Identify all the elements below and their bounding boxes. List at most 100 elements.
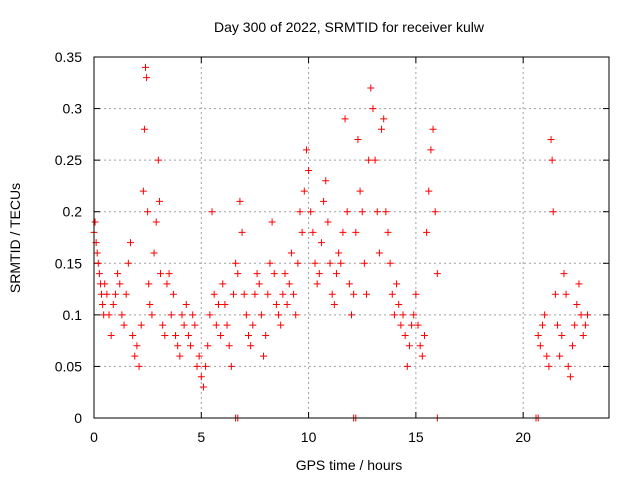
- data-point: [309, 228, 317, 236]
- data-point: [281, 270, 289, 278]
- data-point: [234, 270, 242, 278]
- data-point: [332, 270, 340, 278]
- y-tick-label: 0.3: [63, 101, 83, 117]
- data-point: [118, 311, 126, 319]
- data-point: [324, 218, 332, 226]
- data-point: [369, 105, 377, 113]
- data-point: [373, 208, 381, 216]
- data-point: [547, 136, 555, 144]
- data-point: [255, 280, 263, 288]
- data-point: [217, 331, 225, 339]
- data-point: [178, 311, 186, 319]
- data-point: [390, 311, 398, 319]
- data-point: [195, 352, 203, 360]
- data-point: [560, 270, 568, 278]
- data-point: [148, 311, 156, 319]
- data-point: [145, 280, 153, 288]
- data-point: [204, 342, 212, 350]
- data-point: [232, 259, 240, 267]
- data-point: [133, 342, 141, 350]
- data-point: [575, 280, 583, 288]
- data-point: [294, 259, 302, 267]
- y-tick-label: 0.05: [55, 358, 82, 374]
- data-point: [418, 352, 426, 360]
- data-point: [416, 342, 424, 350]
- data-point: [129, 331, 137, 339]
- data-point: [427, 146, 435, 154]
- data-point: [266, 259, 274, 267]
- data-point: [358, 208, 366, 216]
- x-tick-label: 15: [408, 429, 424, 445]
- data-point: [405, 342, 413, 350]
- data-point: [579, 331, 587, 339]
- data-point: [315, 270, 323, 278]
- data-point: [116, 280, 124, 288]
- data-point: [154, 156, 162, 164]
- data-point: [367, 84, 375, 92]
- data-point: [208, 208, 216, 216]
- y-tick-label: 0.15: [55, 255, 82, 271]
- data-point: [137, 321, 145, 329]
- data-point: [378, 125, 386, 133]
- data-point: [305, 166, 313, 174]
- data-point: [384, 228, 392, 236]
- data-point: [320, 197, 328, 205]
- data-point: [249, 321, 257, 329]
- data-point: [290, 290, 298, 298]
- data-point: [397, 321, 405, 329]
- data-point: [189, 311, 197, 319]
- data-point: [388, 290, 396, 298]
- data-point: [275, 311, 283, 319]
- data-point: [365, 156, 373, 164]
- data-point: [107, 331, 115, 339]
- data-point: [174, 342, 182, 350]
- y-tick-label: 0.25: [55, 152, 82, 168]
- data-point: [199, 383, 207, 391]
- data-point: [545, 362, 553, 370]
- data-point: [534, 331, 542, 339]
- data-point: [167, 311, 175, 319]
- data-point: [227, 362, 235, 370]
- data-point: [584, 311, 592, 319]
- data-point: [144, 208, 152, 216]
- data-point: [161, 331, 169, 339]
- data-point: [169, 290, 177, 298]
- data-point: [176, 352, 184, 360]
- x-axis-label: GPS time / hours: [296, 457, 403, 473]
- data-point: [103, 290, 111, 298]
- data-point: [322, 177, 330, 185]
- data-point: [247, 342, 255, 350]
- data-point: [270, 270, 278, 278]
- y-tick-label: 0.35: [55, 49, 82, 65]
- data-point: [420, 331, 428, 339]
- data-point: [577, 311, 585, 319]
- data-point: [429, 125, 437, 133]
- data-point: [251, 290, 259, 298]
- data-point: [311, 259, 319, 267]
- data-point: [262, 331, 270, 339]
- data-point: [272, 301, 280, 309]
- data-point: [212, 321, 220, 329]
- data-point: [124, 259, 132, 267]
- data-point: [283, 301, 291, 309]
- data-point: [238, 228, 246, 236]
- data-point: [285, 280, 293, 288]
- data-point: [187, 342, 195, 350]
- data-point: [268, 218, 276, 226]
- data-point: [543, 352, 551, 360]
- data-point: [193, 362, 201, 370]
- data-point: [423, 228, 431, 236]
- data-point: [126, 239, 134, 247]
- data-point: [223, 321, 231, 329]
- y-tick-label: 0.2: [63, 204, 83, 220]
- data-point: [339, 228, 347, 236]
- data-point: [410, 311, 418, 319]
- data-point: [163, 280, 171, 288]
- data-point: [399, 311, 407, 319]
- data-point: [122, 290, 130, 298]
- data-point: [380, 115, 388, 123]
- data-point: [287, 249, 295, 257]
- data-point: [382, 208, 390, 216]
- data-point: [264, 290, 272, 298]
